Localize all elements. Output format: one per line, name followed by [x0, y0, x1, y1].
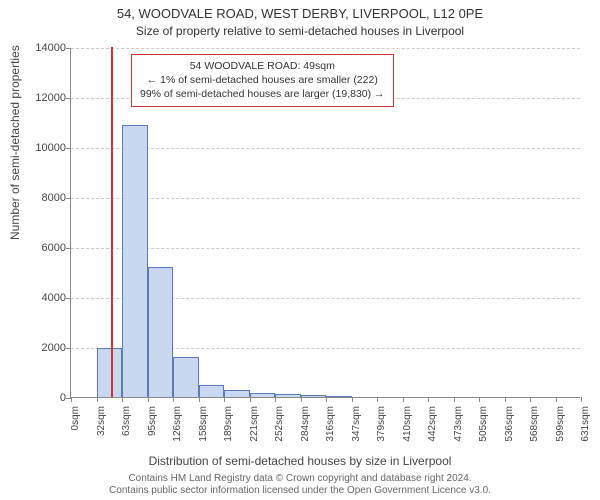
x-tick-label: 316sqm	[325, 406, 336, 446]
plot-area: 54 WOODVALE ROAD: 49sqm← 1% of semi-deta…	[70, 48, 580, 398]
y-tick-label: 4000	[6, 292, 66, 304]
x-axis-label: Distribution of semi-detached houses by …	[0, 454, 600, 468]
x-tick-label: 32sqm	[96, 406, 107, 446]
y-tick-label: 2000	[6, 342, 66, 354]
histogram-bar	[148, 267, 174, 397]
x-tick-mark	[275, 397, 276, 402]
x-tick-label: 410sqm	[402, 406, 413, 446]
annotation-box: 54 WOODVALE ROAD: 49sqm← 1% of semi-deta…	[131, 54, 394, 107]
x-tick-mark	[301, 397, 302, 402]
marker-line	[111, 47, 113, 397]
attribution-line-2: Contains public sector information licen…	[0, 485, 600, 497]
x-tick-label: 631sqm	[580, 406, 591, 446]
x-tick-mark	[250, 397, 251, 402]
x-tick-mark	[352, 397, 353, 402]
x-tick-label: 568sqm	[529, 406, 540, 446]
x-tick-label: 95sqm	[147, 406, 158, 446]
y-tick-mark	[66, 48, 71, 49]
y-tick-label: 10000	[6, 142, 66, 154]
x-tick-mark	[148, 397, 149, 402]
attribution-line-1: Contains HM Land Registry data © Crown c…	[0, 473, 600, 485]
chart-container: 54, WOODVALE ROAD, WEST DERBY, LIVERPOOL…	[0, 0, 600, 500]
histogram-bar	[326, 396, 352, 398]
y-tick-label: 6000	[6, 242, 66, 254]
x-tick-mark	[530, 397, 531, 402]
x-tick-label: 0sqm	[70, 406, 81, 446]
histogram-bar	[122, 125, 148, 398]
y-tick-mark	[66, 348, 71, 349]
y-tick-label: 0	[6, 392, 66, 404]
x-tick-label: 442sqm	[427, 406, 438, 446]
x-tick-label: 284sqm	[300, 406, 311, 446]
x-tick-label: 599sqm	[555, 406, 566, 446]
y-tick-label: 8000	[6, 192, 66, 204]
chart-title-sub: Size of property relative to semi-detach…	[0, 24, 600, 38]
y-tick-mark	[66, 98, 71, 99]
x-tick-label: 347sqm	[351, 406, 362, 446]
histogram-bar	[301, 395, 327, 397]
y-tick-label: 12000	[6, 92, 66, 104]
histogram-bar	[275, 394, 301, 397]
x-tick-label: 379sqm	[376, 406, 387, 446]
x-tick-mark	[377, 397, 378, 402]
y-tick-mark	[66, 248, 71, 249]
x-tick-mark	[428, 397, 429, 402]
gridline	[71, 48, 580, 49]
x-tick-mark	[505, 397, 506, 402]
x-tick-label: 221sqm	[249, 406, 260, 446]
histogram-bar	[224, 390, 250, 397]
histogram-bar	[199, 385, 225, 398]
x-tick-mark	[326, 397, 327, 402]
y-tick-mark	[66, 298, 71, 299]
x-tick-label: 126sqm	[172, 406, 183, 446]
chart-title-main: 54, WOODVALE ROAD, WEST DERBY, LIVERPOOL…	[0, 6, 600, 21]
x-tick-mark	[71, 397, 72, 402]
x-tick-mark	[122, 397, 123, 402]
x-tick-label: 252sqm	[274, 406, 285, 446]
attribution-text: Contains HM Land Registry data © Crown c…	[0, 473, 600, 497]
x-tick-mark	[199, 397, 200, 402]
x-tick-label: 189sqm	[223, 406, 234, 446]
y-tick-mark	[66, 148, 71, 149]
histogram-bar	[173, 357, 199, 397]
x-tick-mark	[556, 397, 557, 402]
x-tick-mark	[224, 397, 225, 402]
y-tick-mark	[66, 198, 71, 199]
x-tick-mark	[454, 397, 455, 402]
x-tick-label: 63sqm	[121, 406, 132, 446]
x-tick-mark	[479, 397, 480, 402]
annotation-main: 54 WOODVALE ROAD: 49sqm	[140, 59, 385, 73]
x-tick-label: 473sqm	[453, 406, 464, 446]
x-tick-label: 158sqm	[198, 406, 209, 446]
y-tick-label: 14000	[6, 42, 66, 54]
histogram-bar	[250, 393, 276, 397]
annotation-left: ← 1% of semi-detached houses are smaller…	[140, 73, 385, 87]
histogram-bar	[97, 348, 123, 397]
x-tick-mark	[403, 397, 404, 402]
x-tick-mark	[581, 397, 582, 402]
x-tick-mark	[97, 397, 98, 402]
x-tick-mark	[173, 397, 174, 402]
x-tick-label: 536sqm	[504, 406, 515, 446]
annotation-right: 99% of semi-detached houses are larger (…	[140, 87, 385, 101]
x-tick-label: 505sqm	[478, 406, 489, 446]
